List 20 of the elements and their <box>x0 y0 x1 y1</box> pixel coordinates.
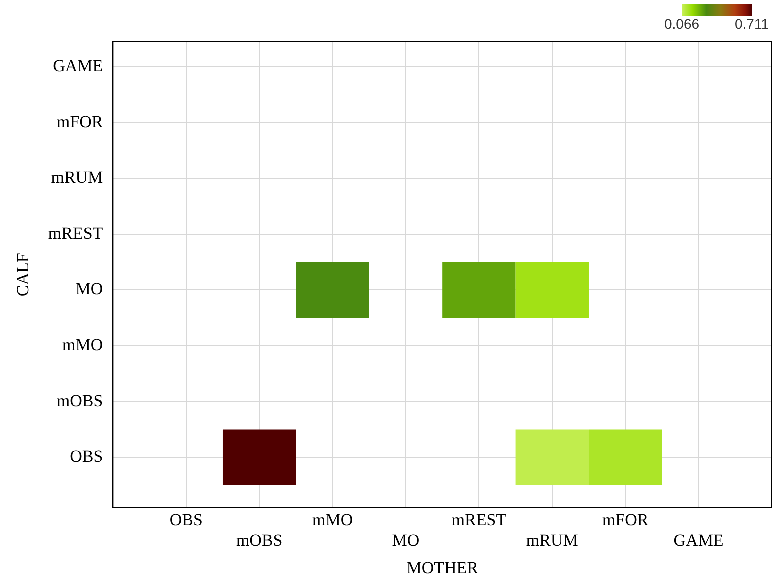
y-tick-label: mFOR <box>56 112 104 132</box>
x-tick-label: mREST <box>452 510 508 530</box>
x-axis-title: MOTHER <box>406 558 480 578</box>
color-bar-label: 0.066 <box>664 16 700 32</box>
x-tick-label: mFOR <box>602 510 650 530</box>
y-tick-label: mREST <box>48 224 104 243</box>
color-bar-label: 0.711 <box>735 16 770 32</box>
y-tick-label: mRUM <box>51 168 104 188</box>
x-tick-label: GAME <box>674 530 724 550</box>
x-tick-label: mRUM <box>526 530 578 550</box>
y-tick-label: MO <box>76 280 104 299</box>
y-tick-label: OBS <box>70 447 104 466</box>
y-axis-title: CALF <box>14 253 33 297</box>
y-tick-label: GAME <box>53 56 104 76</box>
y-tick-label: mOBS <box>56 391 104 410</box>
x-tick-label: mOBS <box>236 530 283 550</box>
x-tick-label: MO <box>392 530 420 550</box>
x-tick-label: mMO <box>312 510 354 530</box>
x-tick-label: OBS <box>170 510 203 530</box>
y-tick-label: mMO <box>62 335 104 354</box>
